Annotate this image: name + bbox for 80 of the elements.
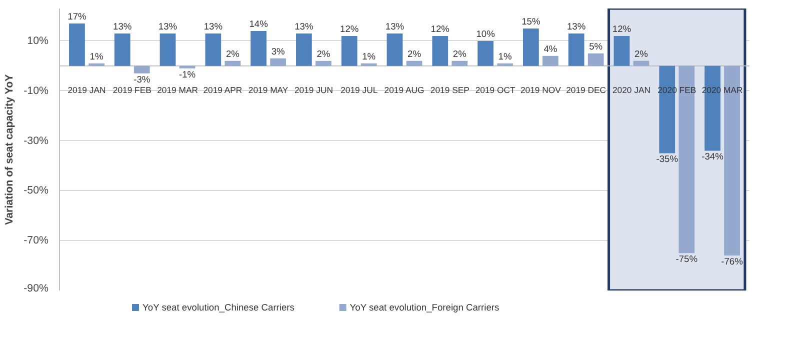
y-tick-label: -10% [24,84,50,97]
y-axis-title: Variation of seat capacity YoY [4,74,16,225]
data-label: 5% [589,41,603,52]
data-label: 17% [68,11,86,22]
data-label: 12% [612,24,632,34]
y-tick-label: -30% [24,134,50,147]
data-label: 14% [249,18,268,29]
x-tick-label: 2019 DEC [566,84,606,95]
legend-label: YoY seat evolution_Chinese Carriers [142,302,295,312]
data-label: 2% [226,48,240,59]
data-label: -3% [134,74,150,84]
bar [633,60,650,66]
bar [179,66,196,68]
x-tick-label: 2019 SEP [430,84,470,95]
bar [114,33,130,66]
x-tick-label: 2019 MAY [248,84,288,95]
data-label: -75% [676,254,698,264]
bar [659,66,676,154]
bar [588,53,604,66]
bar [522,28,539,66]
x-tick-label: 2019 JAN [68,84,106,95]
bar [432,36,448,66]
data-label: 1% [90,51,104,62]
data-label: 13% [294,21,314,32]
y-tick-label: -70% [24,234,50,247]
x-tick-label: 2019 JUN [294,84,333,95]
data-label: 12% [430,24,450,34]
data-label: 13% [566,21,586,32]
y-tick-label: -90% [24,282,50,294]
bar [205,33,222,66]
bar [542,56,558,66]
data-label: 12% [340,24,359,34]
bar [250,30,266,66]
x-tick-label: 2020 JAN [612,84,650,95]
data-label: 13% [204,21,222,32]
data-label: 13% [158,21,178,32]
bar [478,40,494,66]
bar [614,36,630,66]
bar [160,33,176,66]
bar [497,63,513,66]
data-label: 3% [271,46,285,56]
bar [341,36,358,66]
data-label: 2% [408,48,422,59]
x-tick-label: 2019 JUL [340,84,378,95]
bar [69,23,85,66]
data-label: 2% [316,48,330,59]
data-label: 15% [522,16,540,26]
bar [452,60,468,66]
x-tick-label: 2019 NOV [520,84,562,95]
x-tick-label: 2019 MAR [157,84,198,95]
bar [678,66,695,254]
data-label: 1% [498,51,512,62]
bar [270,58,286,66]
bar [568,33,584,66]
data-label: -1% [178,69,196,80]
bar [88,63,104,66]
bar [224,60,241,66]
bar [360,63,377,66]
x-tick-label: 2019 AUG [384,84,424,95]
data-label: -35% [656,154,678,164]
y-tick-label: -50% [24,184,50,197]
x-tick-label: 2019 OCT [475,84,516,95]
y-tick-label: 10% [27,34,50,47]
data-label: 10% [476,28,495,39]
bar [386,33,403,66]
data-label: 13% [385,21,404,32]
legend-label: YoY seat evolution_Foreign Carriers [350,302,500,312]
data-label: 4% [544,44,558,54]
data-label: 13% [113,21,132,32]
bar [406,60,422,66]
bar [134,66,150,74]
data-label: -76% [721,256,743,267]
bar [316,60,332,66]
data-label: -34% [702,152,724,162]
data-label: 2% [634,48,648,59]
data-label: 2% [452,48,466,59]
data-label: 1% [362,51,376,62]
x-tick-label: 2019 APR [203,84,242,95]
x-tick-label: 2019 FEB [112,84,152,95]
bar [296,33,312,66]
